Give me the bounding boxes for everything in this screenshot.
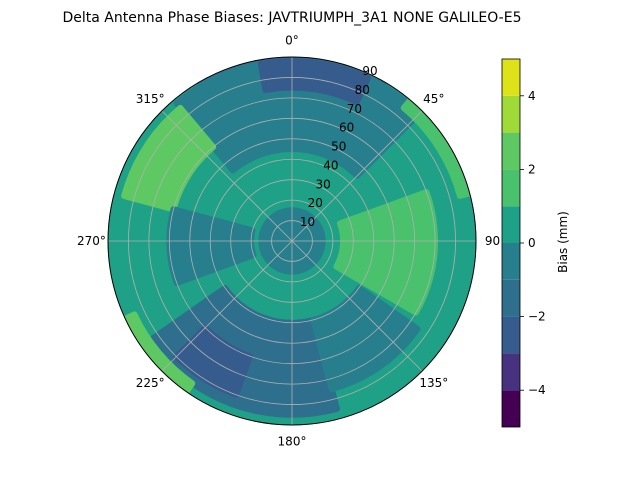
radial-tick-label: 60 bbox=[339, 121, 354, 135]
theta-tick-label: 45° bbox=[423, 92, 444, 106]
radial-tick-label: 40 bbox=[323, 158, 338, 172]
chart-title: Delta Antenna Phase Biases: JAVTRIUMPH_3… bbox=[63, 10, 522, 26]
theta-tick-label: 0° bbox=[285, 33, 299, 47]
colorbar-segment bbox=[502, 169, 520, 207]
colorbar-tick-label: 2 bbox=[528, 162, 536, 176]
colorbar-tick-label: −2 bbox=[528, 310, 546, 324]
colorbar-segment bbox=[502, 206, 520, 243]
colorbar-segment bbox=[502, 132, 520, 170]
colorbar-tick-label: −4 bbox=[528, 383, 546, 397]
radial-tick-label: 20 bbox=[308, 196, 323, 210]
radial-tick-label: 30 bbox=[315, 177, 330, 191]
radial-tick-label: 90 bbox=[362, 64, 377, 78]
angular-gridline bbox=[161, 240, 293, 372]
colorbar-label: Bias (mm) bbox=[556, 211, 570, 273]
theta-tick-label: 225° bbox=[136, 376, 165, 390]
theta-tick-label: 180° bbox=[278, 435, 307, 449]
radial-tick-label: 10 bbox=[300, 215, 315, 229]
theta-tick-labels: 0° 45° 90 135° 180° 225° 270° 315° bbox=[77, 33, 500, 448]
angular-gridline bbox=[161, 110, 293, 242]
polar-frame bbox=[107, 56, 477, 426]
theta-tick-label: 90 bbox=[485, 234, 500, 248]
polar-grid bbox=[107, 56, 477, 426]
radial-tick-label: 70 bbox=[347, 102, 362, 116]
colorbar-tick-label: 0 bbox=[528, 236, 536, 250]
colorbar-segment bbox=[502, 279, 520, 317]
colorbar-segment bbox=[502, 59, 520, 96]
colorbar-tick-label: 4 bbox=[528, 89, 536, 103]
contour-region-north-deep bbox=[257, 58, 371, 105]
angular-gridline bbox=[291, 110, 423, 242]
theta-tick-label: 270° bbox=[77, 234, 106, 248]
radial-tick-label: 50 bbox=[331, 140, 346, 154]
angular-gridline bbox=[291, 240, 423, 372]
colorbar-segment bbox=[502, 390, 520, 427]
theta-tick-label: 315° bbox=[136, 92, 165, 106]
radial-tick-label: 80 bbox=[355, 83, 370, 97]
colorbar-segment bbox=[502, 95, 520, 133]
colorbar: −4 −2 0 2 4 bbox=[501, 58, 546, 428]
colorbar-segment bbox=[502, 243, 520, 280]
colorbar-segment bbox=[502, 316, 520, 354]
colorbar-segment bbox=[502, 353, 520, 391]
radial-tick-labels: 10 20 30 40 50 60 70 80 90 bbox=[300, 64, 378, 229]
theta-tick-label: 135° bbox=[419, 376, 448, 390]
